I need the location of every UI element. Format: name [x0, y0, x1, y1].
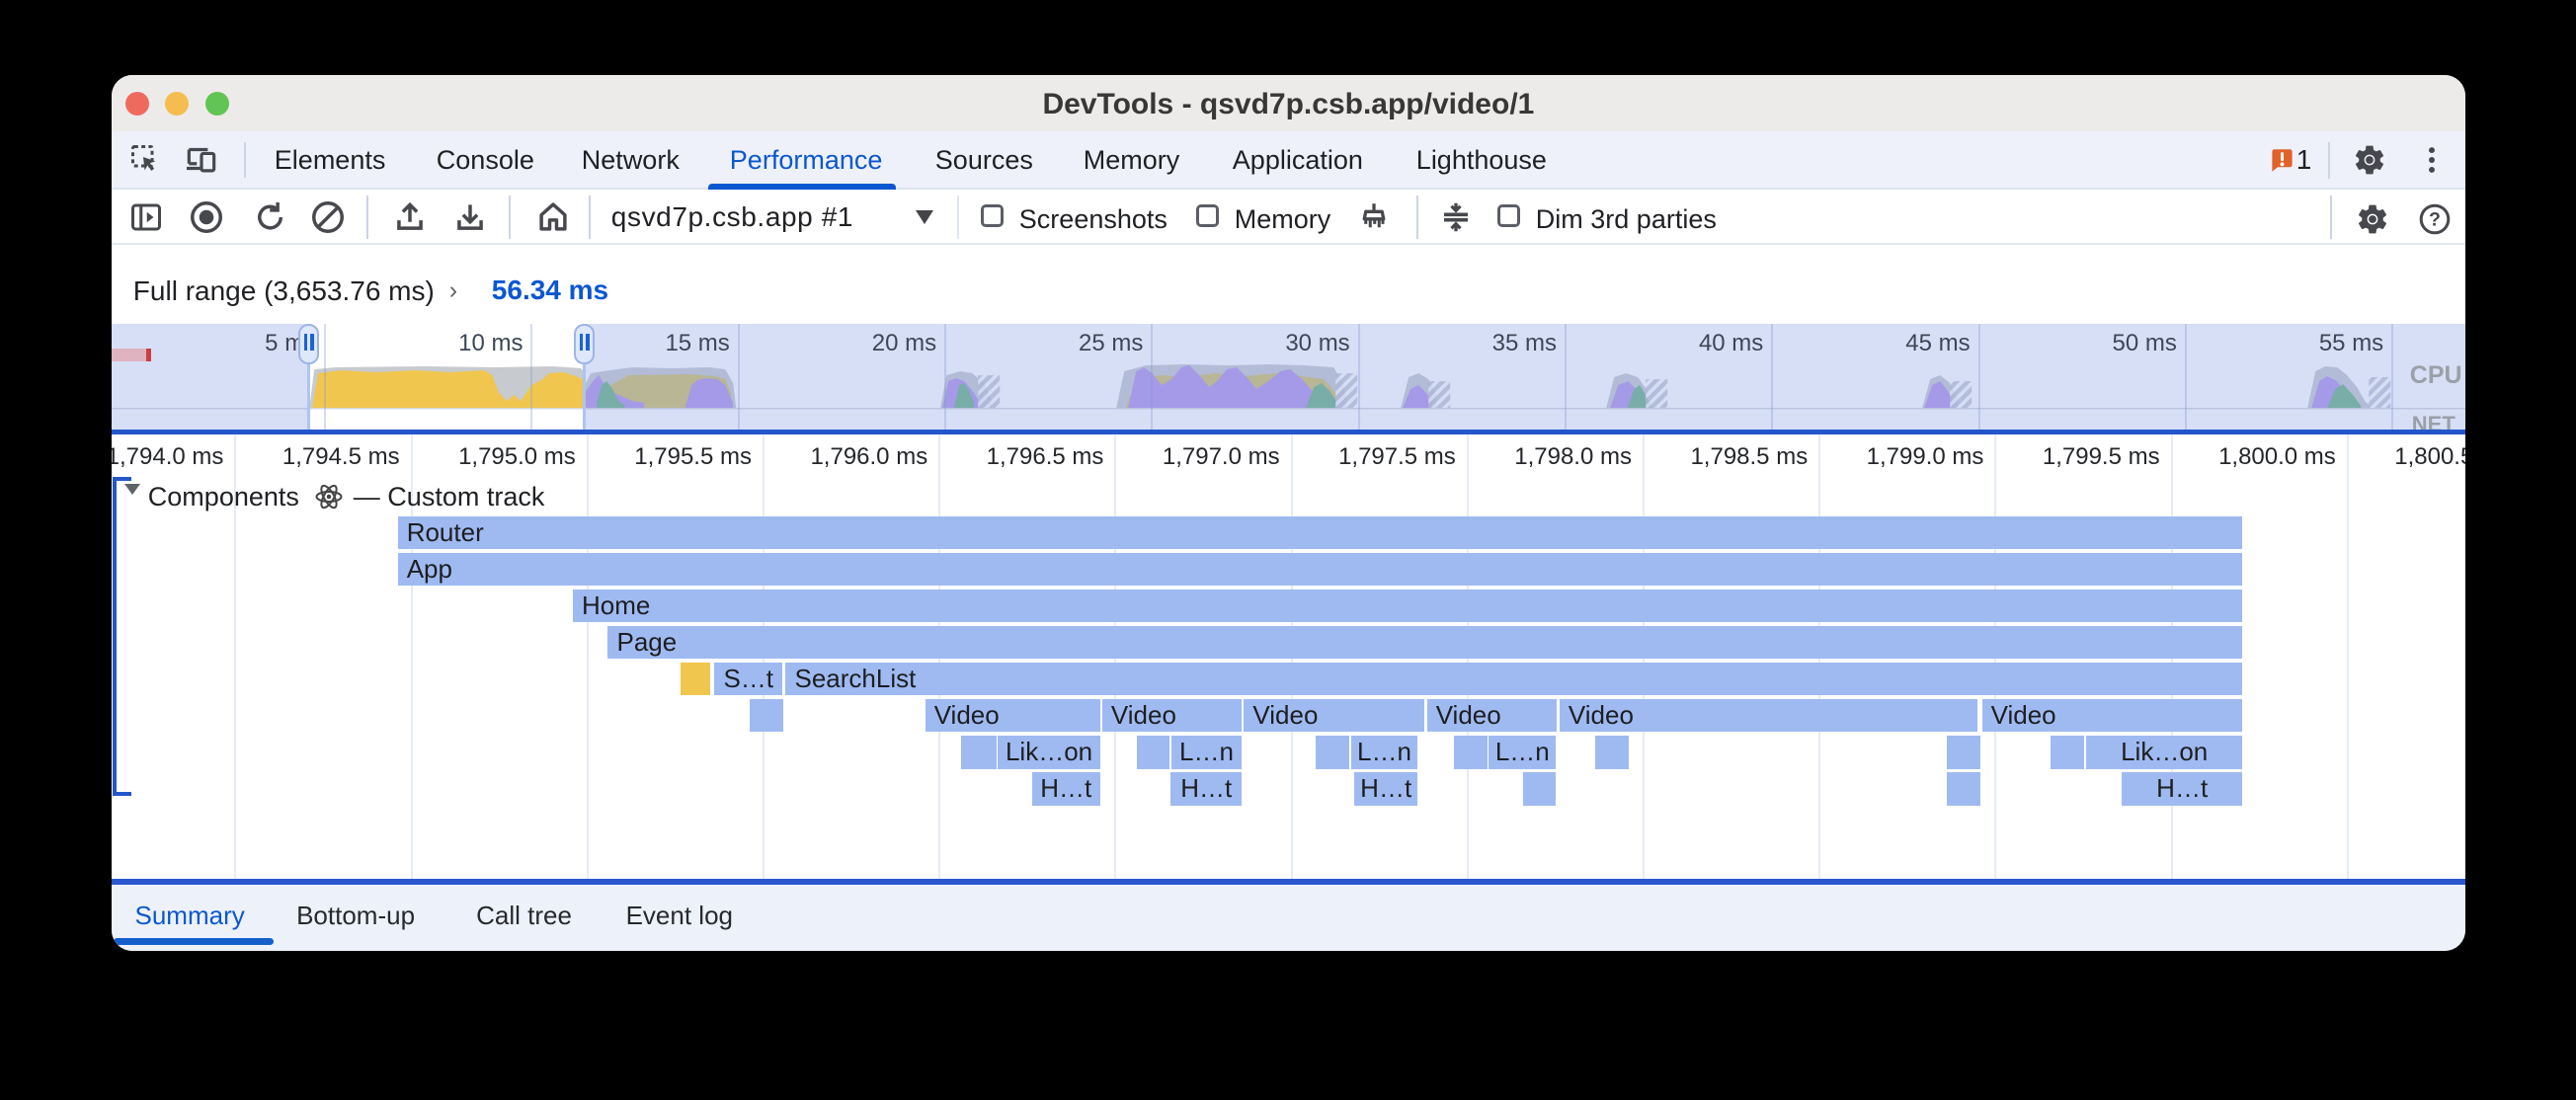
- svg-text:?: ?: [2429, 209, 2441, 231]
